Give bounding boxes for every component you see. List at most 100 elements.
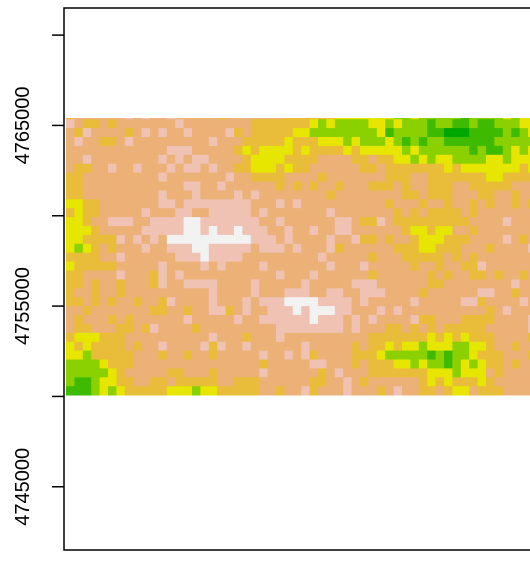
raster-cell bbox=[486, 208, 495, 218]
raster-cell bbox=[284, 163, 294, 174]
raster-cell bbox=[234, 243, 243, 254]
raster-cell bbox=[284, 66, 293, 75]
raster-cell bbox=[452, 199, 462, 209]
raster-cell bbox=[108, 288, 117, 298]
raster-cell bbox=[503, 93, 512, 102]
raster-cell bbox=[351, 199, 361, 209]
raster-cell bbox=[360, 128, 369, 138]
raster-cell bbox=[343, 341, 352, 352]
raster-cell bbox=[217, 359, 226, 369]
raster-cell bbox=[66, 359, 75, 369]
raster-cell bbox=[225, 243, 235, 254]
raster-cell bbox=[418, 234, 428, 245]
raster-cell bbox=[158, 172, 168, 182]
raster-cell bbox=[427, 315, 436, 325]
raster-cell bbox=[427, 208, 436, 218]
raster-cell bbox=[351, 226, 361, 236]
raster-cell bbox=[251, 84, 260, 93]
raster-cell bbox=[200, 234, 210, 245]
raster-cell bbox=[250, 208, 260, 218]
raster-cell bbox=[276, 190, 285, 200]
raster-cell bbox=[82, 261, 92, 271]
raster-cell bbox=[461, 93, 470, 102]
raster-cell bbox=[234, 154, 243, 165]
raster-cell bbox=[217, 66, 226, 75]
raster-cell bbox=[242, 101, 251, 110]
raster-cell bbox=[418, 297, 428, 307]
raster-cell bbox=[309, 128, 319, 138]
raster-cell bbox=[234, 226, 243, 236]
raster-cell bbox=[66, 208, 75, 218]
raster-cell bbox=[158, 261, 168, 271]
raster-cell bbox=[402, 199, 411, 209]
raster-cell bbox=[284, 137, 294, 147]
raster-cell bbox=[82, 332, 92, 343]
raster-cell bbox=[184, 75, 193, 84]
raster-cell bbox=[225, 306, 235, 316]
raster-cell bbox=[276, 341, 285, 352]
raster-cell bbox=[91, 190, 100, 200]
raster-cell bbox=[116, 234, 126, 245]
raster-cell bbox=[142, 101, 151, 110]
raster-cell bbox=[494, 243, 504, 254]
raster-cell bbox=[150, 350, 159, 360]
raster-cell bbox=[376, 315, 386, 325]
raster-cell bbox=[133, 350, 142, 360]
raster-cell bbox=[452, 386, 462, 396]
raster-cell bbox=[292, 128, 302, 138]
raster-cell bbox=[318, 288, 327, 298]
raster-cell bbox=[301, 288, 310, 298]
raster-cell bbox=[242, 350, 252, 360]
raster-cell bbox=[217, 75, 226, 84]
raster-cell bbox=[175, 66, 184, 75]
raster-cell bbox=[385, 243, 394, 254]
raster-cell bbox=[284, 270, 294, 280]
raster-cell bbox=[259, 297, 268, 307]
raster-cell bbox=[217, 350, 226, 360]
raster-cell bbox=[276, 288, 285, 298]
raster-cell bbox=[292, 341, 302, 352]
raster-cell bbox=[116, 137, 126, 147]
raster-cell bbox=[520, 101, 529, 110]
raster-cell bbox=[486, 377, 495, 387]
raster-cell bbox=[166, 181, 176, 191]
raster-cell bbox=[292, 181, 302, 191]
raster-cell bbox=[116, 163, 126, 174]
raster-cell bbox=[309, 118, 319, 120]
raster-cell bbox=[360, 181, 369, 191]
raster-cell bbox=[82, 128, 92, 138]
raster-cell bbox=[208, 368, 218, 378]
raster-cell bbox=[108, 341, 117, 352]
raster-cell bbox=[200, 350, 210, 360]
raster-cell bbox=[267, 190, 277, 200]
raster-cell bbox=[150, 172, 159, 182]
raster-cell bbox=[486, 118, 495, 120]
raster-cell bbox=[461, 75, 470, 84]
raster-cell bbox=[368, 119, 378, 129]
raster-cell bbox=[519, 208, 529, 218]
raster-cell bbox=[183, 368, 193, 378]
raster-cell bbox=[368, 261, 378, 271]
raster-cell bbox=[511, 323, 520, 334]
raster-cell bbox=[486, 181, 495, 191]
raster-cell bbox=[74, 288, 84, 298]
raster-cell bbox=[234, 217, 243, 227]
raster-cell bbox=[208, 377, 218, 387]
raster-cell bbox=[284, 243, 294, 254]
raster-cell bbox=[511, 350, 520, 360]
raster-cell bbox=[528, 297, 530, 307]
raster-cell bbox=[301, 377, 310, 387]
raster-cell bbox=[91, 306, 100, 316]
raster-cell bbox=[419, 93, 428, 102]
raster-cell bbox=[410, 377, 420, 387]
raster-cell bbox=[158, 119, 168, 129]
raster-cell bbox=[108, 386, 117, 396]
raster-cell bbox=[511, 368, 520, 378]
raster-cell bbox=[225, 359, 235, 369]
raster-cell bbox=[402, 386, 411, 396]
raster-cell bbox=[519, 172, 529, 182]
raster-cell bbox=[301, 75, 310, 84]
raster-cell bbox=[200, 163, 210, 174]
raster-cell bbox=[250, 297, 260, 307]
